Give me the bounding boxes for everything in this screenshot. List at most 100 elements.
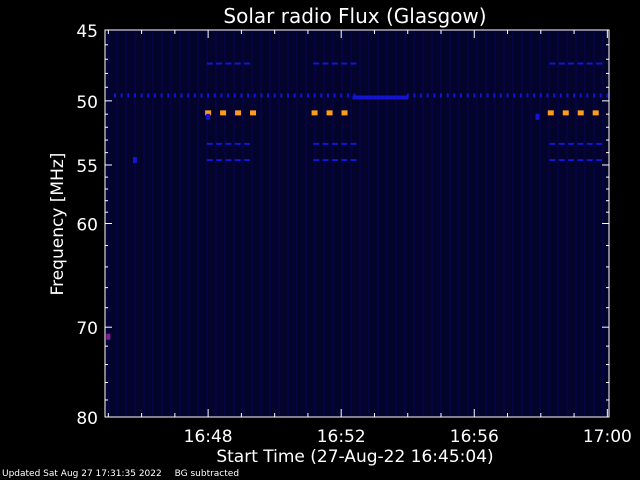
band-dash [513,93,516,98]
spot-mark [132,157,137,164]
noise-stripe [476,31,478,416]
noise-stripe [224,31,226,416]
band-dash [147,93,150,98]
spot-mark [206,113,211,120]
burst-strong-mark [577,110,584,116]
noise-stripe [440,31,442,416]
burst-dash [549,159,556,162]
noise-stripe [287,31,289,416]
noise-stripe [125,31,127,416]
noise-stripe [305,31,307,416]
burst-dash [577,62,584,65]
burst-dash [558,159,565,162]
noise-stripe [359,31,361,416]
burst-dash [568,159,575,162]
burst-strong-mark [341,110,348,116]
footer: Updated Sat Aug 27 17:31:35 2022 BG subt… [2,469,249,479]
band-dash [519,93,522,98]
noise-stripe [206,31,208,416]
burst-dash [234,142,241,145]
band-dash [486,93,489,98]
burst-marks [106,62,609,340]
band-hump-dash [376,95,381,100]
burst-dash [568,62,575,65]
noise-stripe [557,31,559,416]
band-dash [499,93,502,98]
band-hump-dash [396,95,401,100]
band-dash [346,93,349,98]
burst-dash [558,142,565,145]
noise-stripe [413,31,415,416]
noise-stripe [179,31,181,416]
noise-stripe [134,31,136,416]
band-dash [466,93,469,98]
burst-dash [244,62,251,65]
burst-dash [350,142,357,145]
burst-dash [577,142,584,145]
noise-stripe [467,31,469,416]
noise-stripe [521,31,523,416]
burst-dash [331,159,338,162]
noise-stripe [575,31,577,416]
noise-stripe [368,31,370,416]
band-dash [593,93,596,98]
band-dash [453,93,456,98]
band-dash [160,93,163,98]
noise-stripe [314,31,316,416]
y-tick-label: 45 [76,22,98,42]
burst-dash [586,62,593,65]
burst-dash [225,62,232,65]
burst-dash [350,159,357,162]
band-dash [579,93,582,98]
spot-mark [535,113,540,120]
burst-strong-mark [205,110,212,116]
burst-strong-mark [592,110,599,116]
band-dash [273,93,276,98]
noise-stripe [494,31,496,416]
noise-stripe [449,31,451,416]
noise-stripe [152,31,154,416]
noise-stripe [530,31,532,416]
noise-stripe [260,31,262,416]
band-dash [200,93,203,98]
band-dash [180,93,183,98]
burst-dash [568,142,575,145]
band-hump-dash [372,95,377,100]
burst-dash [322,159,329,162]
burst-dash [206,159,213,162]
burst-dash [234,62,241,65]
band-dash [207,93,210,98]
band-dash [153,93,156,98]
burst-dash [331,62,338,65]
burst-dash [216,62,223,65]
noise-stripe [233,31,235,416]
band-hump-dash [368,95,373,100]
burst-dash [350,62,357,65]
noise-stripe [395,31,397,416]
band-hump-dash [352,95,357,100]
burst-dash [549,142,556,145]
burst-strong-mark [220,110,227,116]
noise-stripe [296,31,298,416]
band-dash [586,93,589,98]
burst-dash [596,142,603,145]
band-dash [420,93,423,98]
band-dash [247,93,250,98]
band-dash [320,93,323,98]
noise-stripe [431,31,433,416]
band-dash [120,93,123,98]
band-dash [133,93,136,98]
band-dash [227,93,230,98]
band-dash [220,93,223,98]
band-dash [187,93,190,98]
band-dash [313,93,316,98]
band-dash [553,93,556,98]
y-tick-label: 80 [76,409,98,429]
burst-dash [331,142,338,145]
burst-dash [596,62,603,65]
axis-ticks: 45 50 55 60 70 80 16:48 16:52 16:56 17:00 [76,22,631,447]
noise-stripe [503,31,505,416]
band-dash [253,93,256,98]
burst-dash [244,142,251,145]
burst-dash [225,142,232,145]
